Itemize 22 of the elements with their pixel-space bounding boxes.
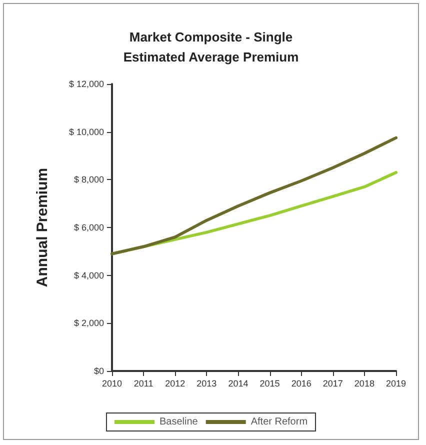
x-tick-label: 2019 bbox=[386, 378, 406, 388]
x-tick-label: 2016 bbox=[291, 378, 312, 388]
x-tick-label: 2017 bbox=[322, 378, 343, 388]
y-tick-label: $ 12,000 bbox=[68, 79, 104, 89]
x-tick-label: 2010 bbox=[102, 378, 122, 388]
x-tick-label: 2015 bbox=[260, 378, 280, 388]
legend-label: After Reform bbox=[250, 416, 308, 428]
line-series bbox=[110, 136, 398, 256]
x-tick-label: 2018 bbox=[354, 378, 374, 388]
y-axis-title: Annual Premium bbox=[34, 168, 51, 288]
x-tick-label: 2014 bbox=[228, 378, 248, 388]
x-tick-label: 2011 bbox=[134, 378, 154, 388]
y-tick-label: $ 4,000 bbox=[74, 270, 104, 280]
y-tick-label: $ 6,000 bbox=[74, 222, 104, 232]
chart-title: Market Composite - Single Estimated Average Premium bbox=[123, 30, 299, 64]
x-tick-label: 2013 bbox=[196, 378, 217, 388]
y-tick-label: $0 bbox=[94, 366, 104, 376]
legend-label: Baseline bbox=[159, 416, 198, 428]
y-tick-label: $ 10,000 bbox=[68, 126, 104, 137]
y-tick-label: $ 8,000 bbox=[74, 174, 104, 185]
x-tick-label: 2012 bbox=[165, 378, 186, 388]
y-tick-label: $ 2,000 bbox=[74, 318, 104, 328]
